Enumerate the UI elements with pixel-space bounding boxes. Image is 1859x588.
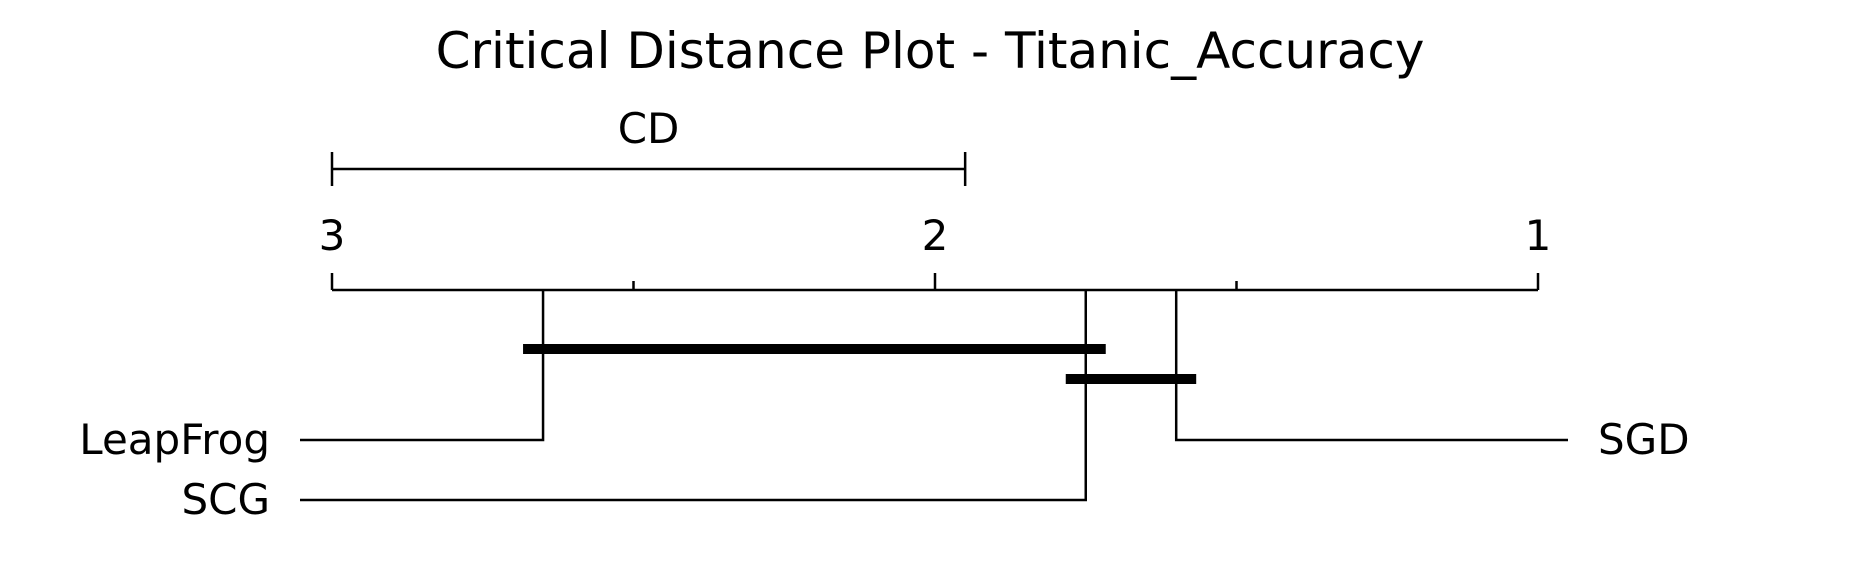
chart-title: Critical Distance Plot - Titanic_Accurac…: [436, 22, 1425, 80]
cd-bar: CD: [330, 104, 967, 186]
method-label-leapfrog: LeapFrog: [79, 415, 270, 464]
method-line-sgd: [1174, 290, 1568, 442]
method-label-scg: SCG: [181, 475, 270, 524]
method-lines: LeapFrog SCG SGD: [79, 290, 1690, 524]
tick-label: 3: [319, 211, 346, 260]
rank-axis: 3 2 1: [319, 211, 1552, 292]
tick-label: 2: [922, 211, 949, 260]
method-line-leapfrog: [300, 290, 545, 442]
method-label-sgd: SGD: [1598, 415, 1690, 464]
tick-label: 1: [1525, 211, 1552, 260]
clique-bars: [523, 344, 1197, 384]
cd-label: CD: [618, 104, 680, 153]
method-line-scg: [300, 290, 1087, 502]
